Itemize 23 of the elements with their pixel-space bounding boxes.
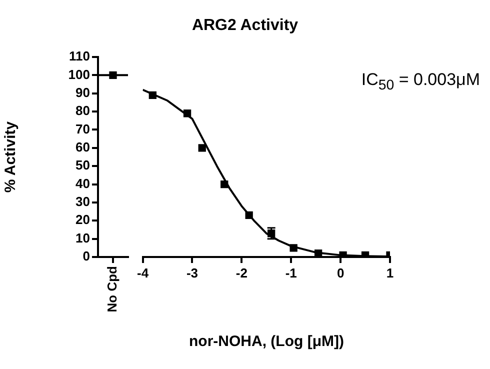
x-tick-label: -1	[285, 265, 297, 280]
x-tick-label: No Cpd	[104, 266, 120, 312]
y-tick-label: 70	[76, 121, 90, 136]
y-tick-label: 20	[76, 212, 90, 228]
y-tick-label: 110	[69, 48, 90, 64]
x-axis-title: nor-NOHA, (Log [μM])	[188, 333, 345, 350]
y-tick-label: 80	[76, 103, 90, 118]
y-tick-label: 0	[82, 248, 90, 264]
y-axis-title: % Activity	[2, 120, 20, 193]
x-tick-label: 1	[386, 265, 394, 280]
y-tick-label: 60	[76, 139, 90, 154]
x-tick-label: -2	[236, 265, 248, 280]
y-tick-label: 90	[76, 84, 90, 100]
y-tick-label: 50	[76, 158, 90, 173]
x-tick-label: 0	[336, 265, 344, 280]
x-tick-label: -4	[137, 265, 150, 280]
y-tick-label: 10	[76, 230, 90, 246]
annotation: IC$_{50}$ = 0.003μM	[361, 70, 480, 94]
y-tick-label: 100	[68, 66, 90, 82]
chart-title: ARG2 Activity	[190, 17, 300, 35]
y-tick-label: 40	[76, 176, 90, 191]
x-tick-label: -3	[186, 265, 198, 280]
y-tick-label: 30	[76, 194, 90, 210]
